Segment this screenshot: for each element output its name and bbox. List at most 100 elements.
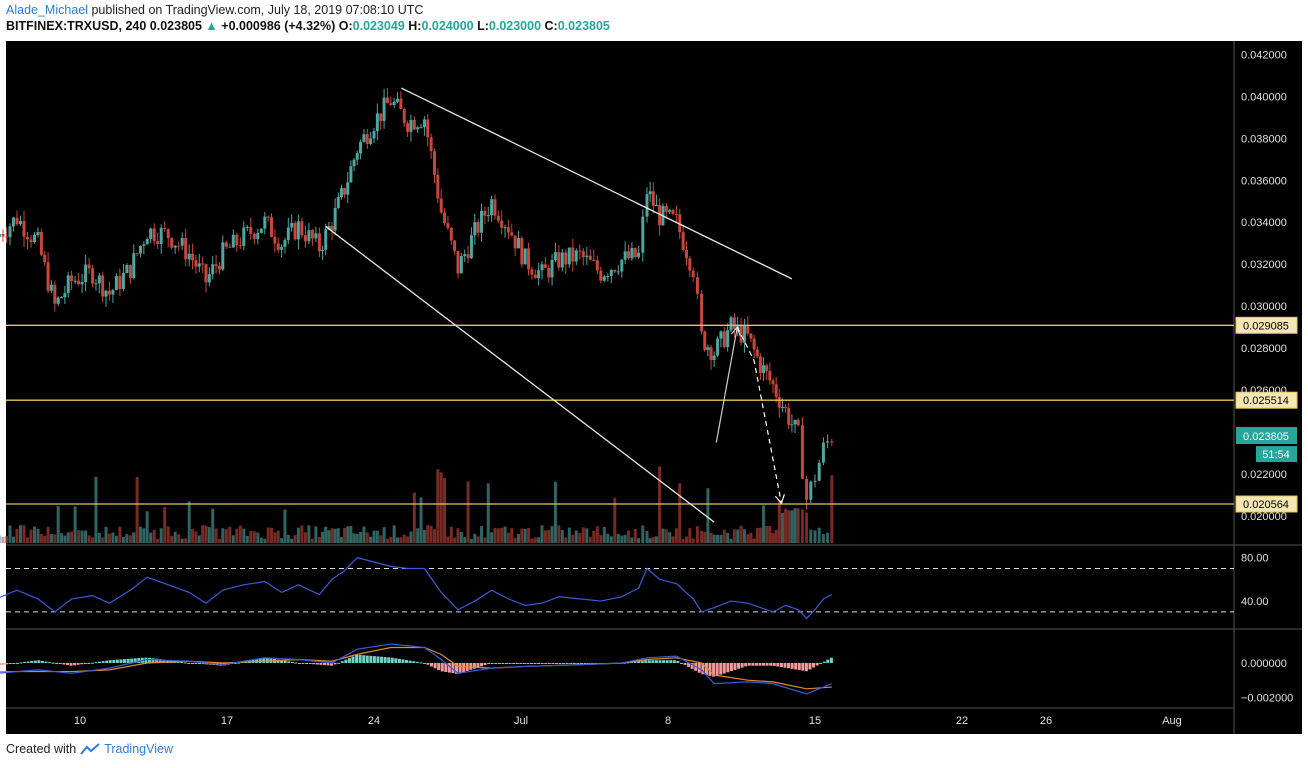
candle-body (321, 249, 325, 252)
candle-body (389, 103, 393, 106)
macd-histogram-bar (704, 662, 708, 676)
volume-bar (238, 525, 242, 543)
volume-bar (768, 525, 772, 543)
macd-histogram-bar (544, 662, 548, 664)
candle-body (419, 127, 423, 129)
macd-histogram-bar (729, 662, 733, 672)
volume-bar (97, 532, 101, 543)
volume-bar (114, 535, 118, 543)
candle-body (46, 262, 50, 291)
macd-histogram-bar (5, 662, 9, 665)
candle-body (121, 273, 125, 289)
volume-bar (654, 536, 658, 543)
macd-histogram-bar (123, 659, 127, 663)
candle-body (22, 220, 26, 237)
macd-histogram-bar (419, 662, 423, 664)
candle-body (211, 264, 215, 275)
volume-bar (641, 525, 645, 543)
volume-bar (599, 535, 603, 543)
macd-histogram-bar (87, 662, 91, 664)
macd-histogram-bar (365, 655, 369, 663)
time-axis[interactable]: 10 17 24 Jul 8 15 22 26 Aug (74, 715, 1182, 727)
candle-body (152, 228, 156, 242)
candle-body (463, 254, 467, 257)
macd-histogram-bar (715, 662, 719, 676)
macd-histogram-bar (647, 660, 651, 663)
macd-histogram-bar (258, 658, 262, 663)
candle-body (352, 159, 356, 167)
macd-histogram-bar (83, 662, 87, 664)
chart-canvas[interactable]: 0.029085 0.025514 0.020564 0.042000 0.04000… (0, 0, 1308, 740)
macd-histogram-bar (51, 662, 55, 664)
volume-bar (813, 530, 817, 543)
volume-bar (166, 526, 170, 543)
macd-histogram-bar (790, 662, 794, 669)
volume-bar (510, 528, 514, 543)
candle-body (684, 250, 688, 259)
candle-body (645, 194, 649, 217)
candle-body (426, 119, 430, 138)
macd-histogram-bar (326, 662, 330, 666)
macd-histogram-bar (397, 658, 401, 663)
candle-body (228, 246, 232, 248)
candle-body (29, 239, 33, 243)
candle-body (742, 325, 746, 343)
volume-bar (60, 533, 64, 543)
rsi-tick-label: 80.00 (1241, 553, 1269, 565)
volume-bar (585, 528, 589, 543)
author-link[interactable]: Alade_Michael (6, 3, 88, 17)
candle-body (163, 227, 167, 230)
macd-histogram-bar (430, 662, 434, 667)
time-tick-label: 15 (809, 715, 821, 727)
time-tick-label: 22 (956, 715, 968, 727)
volume-bar (688, 528, 692, 543)
macd-histogram-bar (194, 662, 198, 664)
volume-bar (790, 510, 794, 543)
price-tick-label: 0.040000 (1241, 91, 1287, 103)
macd-histogram-bar (551, 662, 555, 664)
tradingview-brand-link[interactable]: TradingView (104, 742, 173, 756)
macd-histogram-bar (115, 659, 119, 663)
macd-histogram-bar (679, 662, 683, 664)
macd-histogram-bar (30, 661, 34, 663)
macd-histogram-bar (512, 662, 516, 664)
volume-bar (560, 529, 564, 543)
time-tick-label: Jul (514, 715, 528, 727)
macd-histogram-bar (437, 662, 441, 670)
candle-body (599, 270, 603, 281)
macd-histogram-bar (776, 662, 780, 667)
macd-histogram-bar (458, 662, 462, 674)
price-axis[interactable]: 0.042000 0.040000 0.038000 0.036000 0.034000… (1236, 49, 1297, 523)
candle-body (256, 232, 260, 240)
candle-body (242, 227, 246, 246)
volume-bar (207, 527, 211, 543)
volume-bar (121, 537, 125, 543)
projection-up-line (715, 326, 738, 443)
candle-body (280, 246, 284, 250)
candle-body (191, 253, 195, 261)
volume-bar (557, 525, 561, 543)
macd-histogram-bar (190, 662, 194, 664)
candle-body (774, 384, 778, 397)
macd-histogram-bar (697, 662, 701, 673)
candle-body (664, 206, 668, 212)
volume-bar (352, 533, 356, 543)
volume-bar (567, 527, 571, 543)
candle-body (382, 97, 386, 121)
macd-histogram-bar (0, 662, 2, 666)
plot-area[interactable] (6, 41, 1302, 734)
price-tick-label: 0.028000 (1241, 343, 1287, 355)
macd-histogram-bar (533, 662, 537, 664)
candle-body (362, 134, 366, 142)
macd-histogram-bar (472, 662, 476, 669)
candle-body (758, 356, 762, 374)
candle-body (496, 215, 500, 221)
macd-histogram-bar (237, 662, 241, 664)
macd-histogram-bar (565, 662, 569, 664)
trendline-lower (325, 225, 715, 523)
volume-bar (716, 534, 720, 543)
candle-body (557, 252, 561, 268)
volume-bar (755, 527, 759, 543)
volume-bar (616, 533, 620, 543)
volume-bar (463, 537, 467, 543)
